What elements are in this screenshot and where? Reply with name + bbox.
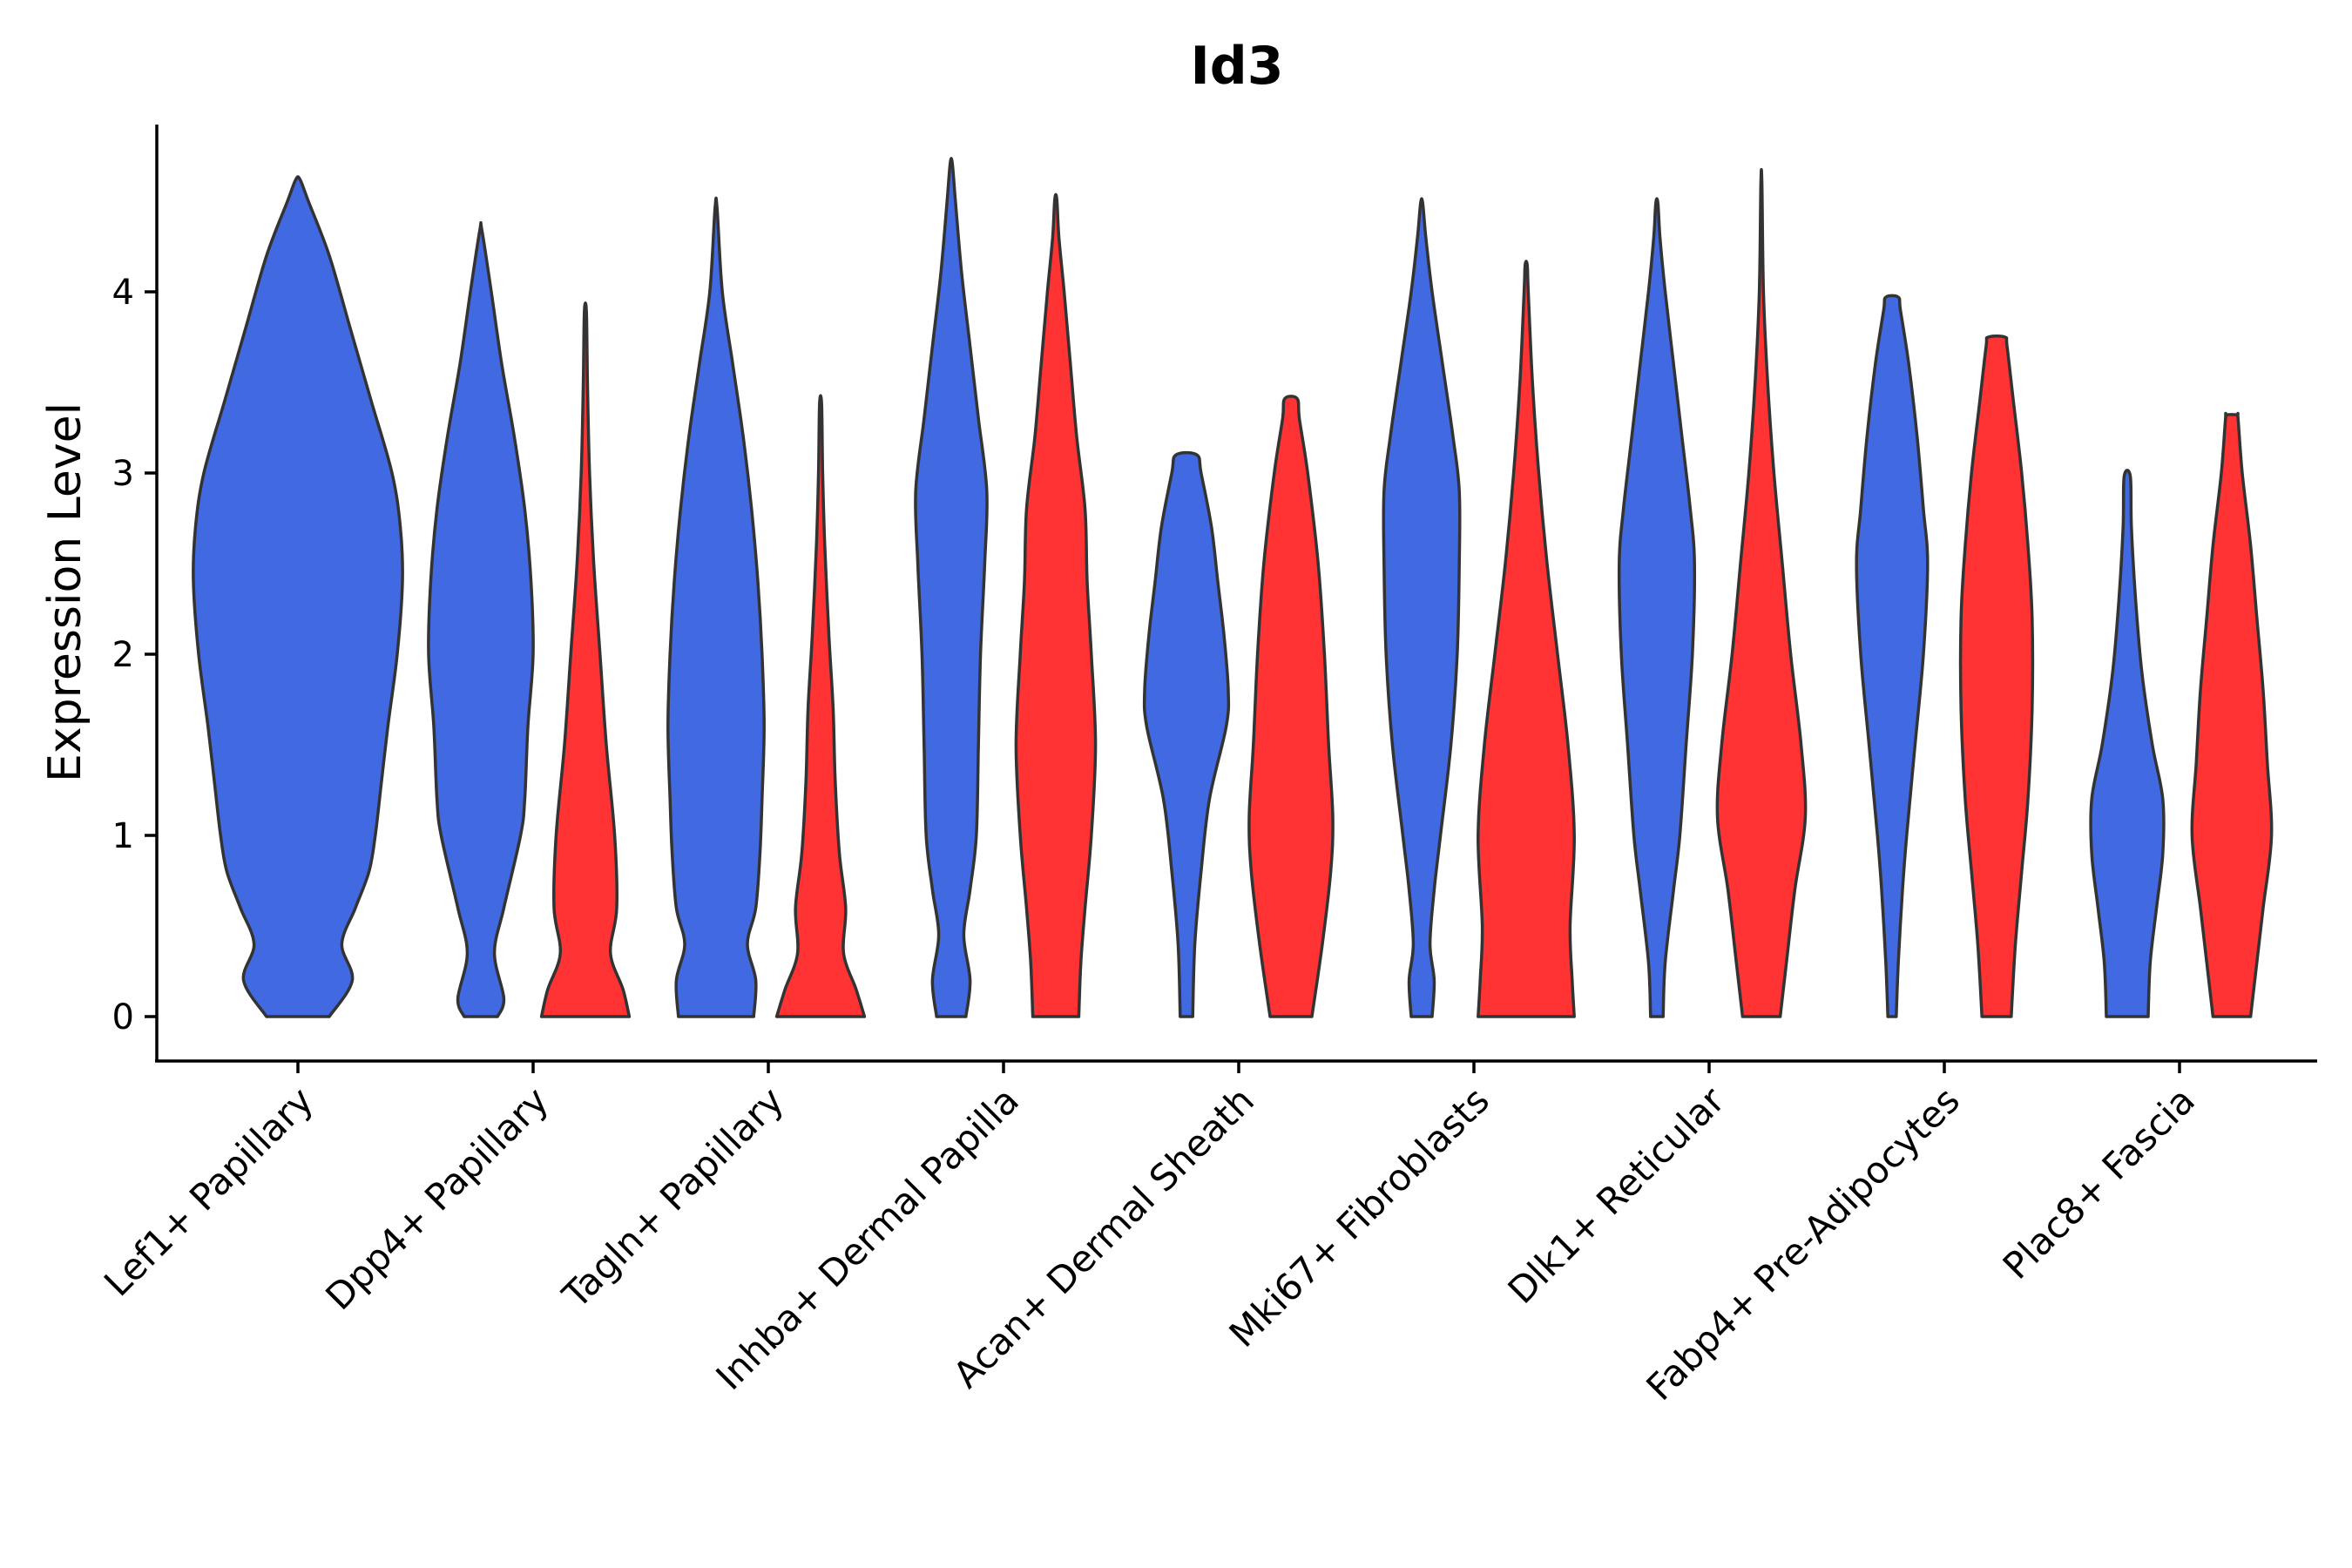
violin-inhba-dermal-papilla-a bbox=[914, 157, 989, 1018]
violin-dlk1-reticular-b bbox=[1715, 167, 1808, 1018]
violin-plac8-fascia-b bbox=[2190, 411, 2274, 1018]
x-tick-label: Dpp4+ Papillary bbox=[317, 1078, 557, 1318]
violin-dlk1-reticular-a bbox=[1617, 197, 1697, 1018]
violin-acan-dermal-sheath-b bbox=[1247, 395, 1335, 1018]
violin-group bbox=[192, 157, 2274, 1018]
violin-mki67-fibroblasts-b bbox=[1477, 260, 1576, 1018]
violin-acan-dermal-sheath-a bbox=[1142, 450, 1231, 1018]
y-tick-label: 2 bbox=[112, 635, 134, 675]
y-ticks: 0 1 2 3 4 bbox=[112, 273, 157, 1037]
x-tick-label: Plac8+ Fascia bbox=[1995, 1078, 2203, 1287]
violin-dpp4-papillary-b bbox=[539, 301, 632, 1018]
y-tick-label: 0 bbox=[112, 997, 134, 1037]
violin-fabp4-pre-adipocytes-a bbox=[1855, 294, 1930, 1018]
x-tick-label: Dlk1+ Reticular bbox=[1500, 1078, 1734, 1312]
violin-inhba-dermal-papilla-b bbox=[1014, 193, 1098, 1018]
x-tick-label: Lef1+ Papillary bbox=[96, 1078, 321, 1304]
violin-lef1-papillary-a bbox=[192, 175, 404, 1018]
x-tick-label: Tagln+ Papillary bbox=[554, 1078, 792, 1316]
violin-fabp4-pre-adipocytes-b bbox=[1958, 334, 2035, 1018]
violin-mki67-fibroblasts-a bbox=[1382, 197, 1462, 1018]
y-tick-label: 4 bbox=[112, 273, 134, 313]
y-axis-label: Expression Level bbox=[39, 402, 91, 782]
axes bbox=[155, 125, 2317, 1063]
violin-tagln-papillary-a bbox=[666, 196, 766, 1018]
violin-plac8-fascia-a bbox=[2089, 469, 2166, 1018]
y-tick-label: 1 bbox=[112, 816, 134, 856]
x-tick-label: Mki67+ Fibroblasts bbox=[1221, 1078, 1497, 1355]
violin-tagln-papillary-b bbox=[774, 394, 867, 1018]
violin-dpp4-papillary-a bbox=[427, 220, 535, 1018]
chart-title: Id3 bbox=[1190, 36, 1283, 97]
y-tick-label: 3 bbox=[112, 454, 134, 494]
